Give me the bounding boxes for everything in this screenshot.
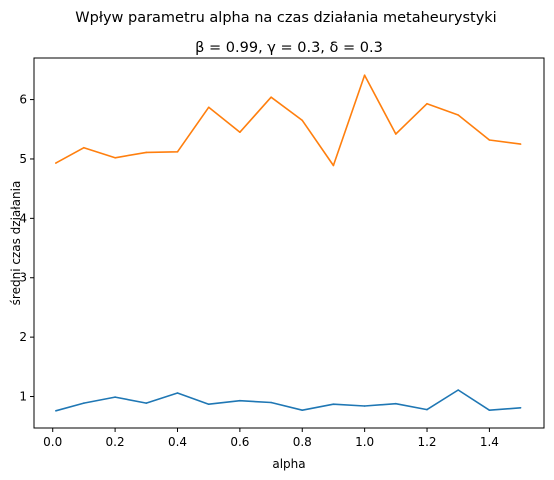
data-point xyxy=(83,402,85,404)
y-axis: 1 2 3 4 5 6 xyxy=(19,93,34,404)
chart-subtitle: β = 0.99, γ = 0.3, δ = 0.3 xyxy=(195,40,383,56)
data-point xyxy=(83,146,85,149)
data-point xyxy=(363,74,366,76)
x-tick-label: 0.6 xyxy=(230,435,249,449)
data-point xyxy=(395,402,397,405)
series-line-2 xyxy=(55,74,521,167)
x-tick-label: 0.2 xyxy=(106,435,125,449)
y-axis-label: średni czas działania xyxy=(9,181,23,306)
data-point xyxy=(176,392,179,394)
x-tick-label: 1.2 xyxy=(417,435,436,449)
data-point xyxy=(457,114,460,116)
data-point xyxy=(457,389,460,391)
x-tick-label: 0.4 xyxy=(168,435,187,449)
y-tick-label: 4 xyxy=(19,211,27,225)
data-point xyxy=(145,402,148,404)
data-point xyxy=(301,119,304,122)
data-point xyxy=(114,157,116,159)
y-tick-label: 2 xyxy=(19,330,27,344)
data-point xyxy=(239,399,241,402)
data-point xyxy=(207,403,210,406)
y-tick-label: 1 xyxy=(19,390,27,404)
data-point xyxy=(145,151,148,154)
data-point xyxy=(55,410,57,412)
data-point xyxy=(270,401,272,404)
data-point xyxy=(426,408,428,411)
y-tick-label: 6 xyxy=(19,93,27,107)
data-point xyxy=(270,96,272,98)
series-line-1 xyxy=(55,389,521,412)
x-tick-label: 1.0 xyxy=(355,435,374,449)
x-axis-label: alpha xyxy=(272,457,305,471)
data-point xyxy=(207,106,210,109)
data-point xyxy=(395,133,397,135)
data-point xyxy=(301,409,304,412)
y-tick-label: 5 xyxy=(19,152,27,166)
data-point xyxy=(363,405,366,407)
data-point xyxy=(488,139,491,141)
data-point xyxy=(519,143,522,145)
x-tick-label: 0.8 xyxy=(293,435,312,449)
plot-frame xyxy=(33,57,545,429)
data-point xyxy=(239,131,241,133)
data-point xyxy=(332,403,335,406)
y-tick-label: 3 xyxy=(19,271,27,285)
data-point xyxy=(488,409,491,412)
data-point xyxy=(114,396,116,398)
series-lines xyxy=(55,74,522,412)
data-point xyxy=(332,164,335,167)
data-point xyxy=(519,407,522,409)
chart-suptitle: Wpływ parametru alpha na czas działania … xyxy=(75,10,496,26)
data-point xyxy=(426,102,428,105)
data-point xyxy=(55,162,57,164)
data-point xyxy=(176,151,179,153)
x-axis: 0.0 0.2 0.4 0.6 0.8 1.0 1.2 1.4 xyxy=(43,428,499,449)
x-tick-label: 0.0 xyxy=(43,435,62,449)
x-tick-label: 1.4 xyxy=(480,435,499,449)
